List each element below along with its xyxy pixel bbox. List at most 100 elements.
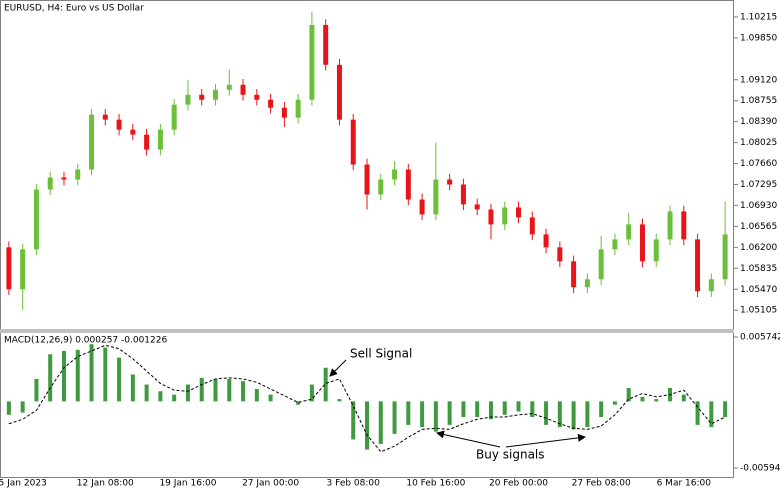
x-tick-label: 12 Jan 08:00 <box>77 479 134 489</box>
histogram-bar <box>585 401 590 428</box>
candle-body <box>667 211 673 240</box>
histogram-bar <box>89 344 94 402</box>
candle-body <box>268 99 274 108</box>
histogram-bar <box>723 401 728 418</box>
histogram-bar <box>447 401 452 425</box>
y-tick-label: 1.07295 <box>740 180 777 190</box>
candle-body <box>626 224 632 240</box>
candle-body <box>571 261 577 288</box>
histogram-bar <box>199 377 204 402</box>
histogram-bar <box>241 381 246 402</box>
histogram-bar <box>227 378 232 402</box>
candle-body <box>116 119 122 130</box>
x-tick-label: 27 Feb 08:00 <box>572 479 631 489</box>
candle-body <box>612 239 618 250</box>
x-tick-label: 19 Jan 16:00 <box>159 479 216 489</box>
x-tick-label: 3 Feb 08:00 <box>327 479 381 489</box>
candle-body <box>584 279 590 288</box>
histogram-bar <box>626 387 631 402</box>
candle-body <box>681 211 687 240</box>
y-tick-label: 0.005742 <box>740 333 780 343</box>
histogram-bar <box>213 378 218 402</box>
candle-body <box>6 247 12 290</box>
histogram-bar <box>557 401 562 428</box>
candle-body <box>392 169 398 180</box>
signal-line <box>8 344 726 453</box>
y-tick-label: -0.005947 <box>740 464 780 474</box>
candle-body <box>557 247 563 262</box>
histogram-bar <box>502 401 507 415</box>
candle-body <box>281 107 287 118</box>
histogram-bar <box>268 394 273 402</box>
y-tick-label: 1.05470 <box>740 285 777 295</box>
histogram-bar <box>61 350 66 402</box>
y-tick-label: 1.06200 <box>740 243 777 253</box>
candle-body <box>460 184 466 205</box>
candle-body <box>47 177 53 190</box>
candle-body <box>516 207 522 218</box>
histogram-bar <box>158 391 163 402</box>
candle-body <box>130 129 136 135</box>
sell-arrow <box>329 359 347 377</box>
histogram-bar <box>681 394 686 402</box>
candle-body <box>474 204 480 210</box>
histogram-bar <box>337 399 342 402</box>
candle-body <box>240 84 246 95</box>
annotation: Sell Signal <box>350 347 412 361</box>
candle-body <box>212 89 218 100</box>
histogram-bar <box>378 401 383 444</box>
histogram-bar <box>544 401 549 425</box>
x-tick-label: 6 Mar 16:00 <box>657 479 712 489</box>
histogram-bar <box>20 401 25 413</box>
histogram-bar <box>185 384 190 402</box>
histogram-bar <box>75 349 80 402</box>
candle-body <box>405 169 411 200</box>
candle-body <box>185 94 191 105</box>
histogram-bar <box>117 357 122 402</box>
candle-body <box>102 114 108 120</box>
x-tick-label: 10 Feb 16:00 <box>406 479 465 489</box>
candle-body <box>378 179 384 195</box>
histogram-bar <box>475 401 480 418</box>
candle-body <box>75 169 81 180</box>
candle-body <box>295 99 301 118</box>
candle-body <box>529 217 535 235</box>
y-tick-label: 1.06565 <box>740 222 777 232</box>
candle-body <box>350 119 356 165</box>
histogram-bar <box>516 401 521 412</box>
histogram-bar <box>392 401 397 434</box>
candle-body <box>598 249 604 280</box>
histogram-bar <box>103 347 108 402</box>
histogram-bar <box>433 401 438 432</box>
candle-body <box>323 24 329 65</box>
candle-body <box>364 164 370 195</box>
histogram-bar <box>130 374 135 402</box>
candle-body <box>309 24 315 100</box>
candle-body <box>447 179 453 185</box>
candle-body <box>488 209 494 225</box>
candle-body <box>708 279 714 292</box>
x-tick-label: 20 Feb 00:00 <box>489 479 548 489</box>
histogram-bar <box>172 394 177 402</box>
y-tick-label: 1.05835 <box>740 264 777 274</box>
candle-body <box>254 94 260 100</box>
panel-divider <box>0 329 734 333</box>
histogram-bar <box>309 384 314 402</box>
candle-body <box>157 129 163 150</box>
y-tick-label: 1.08755 <box>740 96 777 106</box>
candle-body <box>502 207 508 225</box>
candle-body <box>89 114 95 170</box>
buy-arrow <box>505 433 586 448</box>
histogram-bar <box>144 384 149 402</box>
histogram-bar <box>48 354 53 402</box>
candle-body <box>639 224 645 262</box>
annotation: Buy signals <box>476 448 545 462</box>
x-tick-label: 27 Jan 00:00 <box>242 479 299 489</box>
y-tick-label: 1.10215 <box>740 12 777 22</box>
candle-body <box>419 199 425 215</box>
histogram-bar <box>461 401 466 418</box>
candle-body <box>144 134 150 150</box>
histogram-bar <box>420 401 425 428</box>
macd-title: MACD(12,26,9) 0.000257 -0.001226 <box>4 336 167 346</box>
